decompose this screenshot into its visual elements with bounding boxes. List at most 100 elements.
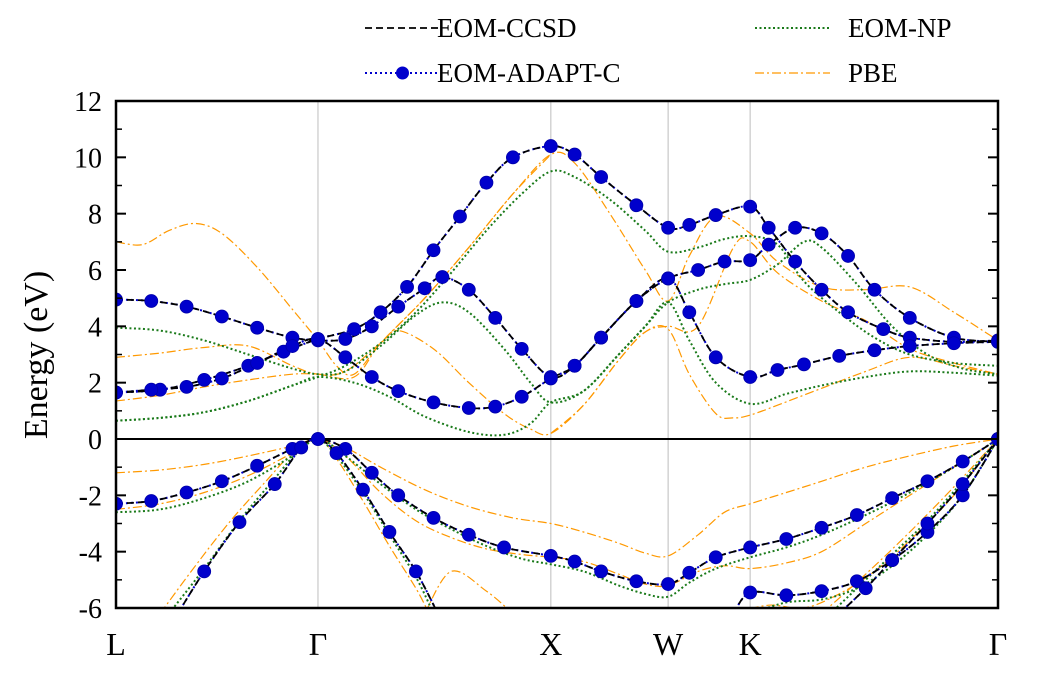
series-eom-ccsd-band-2 bbox=[116, 277, 998, 410]
eom-adapt-c-point bbox=[373, 305, 388, 320]
eom-adapt-c-point bbox=[885, 491, 900, 506]
eom-adapt-c-point bbox=[338, 332, 353, 346]
y-tick-label: 8 bbox=[88, 200, 102, 231]
eom-adapt-c-point bbox=[267, 477, 282, 491]
eom-adapt-c-point bbox=[920, 474, 935, 489]
y-axis-ticks: 12 10 8 6 4 2 0 -2 -4 -6 bbox=[74, 87, 998, 625]
eom-adapt-c-point bbox=[991, 334, 998, 349]
eom-adapt-c-point bbox=[116, 496, 123, 511]
y-tick-label: -6 bbox=[79, 594, 102, 625]
eom-adapt-c-point bbox=[543, 548, 558, 563]
eom-adapt-c-point bbox=[285, 339, 300, 353]
eom-adapt-c-point bbox=[594, 564, 608, 579]
eom-adapt-c-point bbox=[453, 209, 467, 224]
eom-adapt-c-point bbox=[214, 474, 229, 489]
eom-adapt-c-point bbox=[426, 395, 441, 410]
y-tick-label: -4 bbox=[79, 538, 102, 569]
eom-adapt-c-point bbox=[717, 254, 732, 269]
eom-adapt-c-point bbox=[770, 363, 785, 377]
y-tick-label: -2 bbox=[79, 481, 102, 512]
eom-adapt-c-point bbox=[506, 150, 520, 165]
legend-label: PBE bbox=[848, 58, 898, 88]
eom-adapt-c-point bbox=[814, 584, 829, 598]
eom-adapt-c-point bbox=[364, 465, 379, 480]
eom-adapt-c-point bbox=[682, 565, 697, 580]
eom-adapt-c-point bbox=[232, 515, 247, 529]
eom-adapt-c-point bbox=[567, 147, 582, 162]
legend-label: EOM-ADAPT-C bbox=[437, 58, 621, 88]
eom-adapt-c-point bbox=[814, 520, 829, 535]
eom-adapt-c-point bbox=[743, 540, 758, 555]
x-tick-label: Γ bbox=[989, 626, 1008, 662]
eom-adapt-c-point bbox=[400, 279, 414, 294]
y-tick-label: 12 bbox=[74, 87, 102, 118]
y-tick-label: 4 bbox=[88, 312, 102, 343]
eom-adapt-c-point bbox=[338, 350, 353, 365]
x-tick-label: X bbox=[539, 626, 562, 662]
eom-adapt-c-point bbox=[364, 370, 379, 384]
eom-adapt-c-point bbox=[514, 341, 529, 356]
eom-adapt-c-point bbox=[788, 220, 803, 235]
legend-label: EOM-NP bbox=[848, 13, 952, 43]
eom-adapt-c-point bbox=[567, 358, 582, 373]
plot-area: 12 10 8 6 4 2 0 -2 -4 -6 L Γ X W K Γ bbox=[74, 87, 1007, 662]
eom-adapt-c-point bbox=[497, 540, 511, 555]
series-eom-adapt-c-band-2 bbox=[116, 277, 998, 410]
eom-adapt-c-point bbox=[902, 310, 917, 325]
eom-adapt-c-point bbox=[116, 292, 123, 307]
series-pbe-band-3 bbox=[550, 324, 998, 434]
series-eom-ccsd-band-4 bbox=[180, 437, 437, 608]
series-eom-np-band-4 bbox=[172, 437, 433, 608]
eom-adapt-c-point bbox=[814, 282, 829, 297]
series-eom-np-band-5 bbox=[763, 438, 998, 608]
eom-adapt-c-point bbox=[435, 270, 450, 284]
eom-adapt-c-point bbox=[779, 588, 794, 603]
eom-adapt-c-point bbox=[955, 477, 970, 491]
legend-label: EOM-CCSD bbox=[437, 13, 577, 43]
eom-adapt-c-point bbox=[661, 271, 676, 286]
eom-adapt-c-point bbox=[250, 458, 265, 473]
eom-adapt-c-point bbox=[144, 382, 159, 397]
eom-adapt-c-point bbox=[947, 336, 961, 351]
eom-adapt-c-point bbox=[144, 294, 159, 308]
x-tick-label: L bbox=[106, 626, 126, 662]
eom-adapt-c-point bbox=[743, 585, 758, 600]
high-symmetry-guides bbox=[317, 101, 751, 608]
eom-adapt-c-point bbox=[849, 508, 864, 522]
x-tick-label: Γ bbox=[309, 626, 328, 662]
eom-adapt-c-point bbox=[197, 372, 212, 387]
eom-adapt-c-point bbox=[311, 432, 325, 446]
eom-adapt-c-point bbox=[426, 243, 441, 258]
eom-adapt-c-point bbox=[594, 170, 608, 184]
eom-adapt-c-point bbox=[144, 494, 159, 508]
eom-adapt-c-point bbox=[311, 332, 325, 346]
series-pbe-band-4 bbox=[116, 438, 998, 558]
eom-adapt-c-point bbox=[682, 218, 697, 232]
eom-adapt-c-point bbox=[885, 553, 900, 568]
eom-adapt-c-point bbox=[841, 305, 855, 320]
eom-adapt-c-point bbox=[214, 309, 229, 324]
eom-adapt-c-point bbox=[594, 330, 608, 345]
eom-adapt-c-point bbox=[214, 371, 229, 386]
series-eom-np-band-0 bbox=[116, 169, 998, 422]
legend: EOM-CCSD EOM-ADAPT-C EOM-NP PBE bbox=[365, 13, 952, 88]
eom-adapt-c-point bbox=[347, 322, 362, 337]
eom-adapt-c-point bbox=[479, 175, 494, 190]
eom-adapt-c-point bbox=[250, 356, 265, 370]
series-pbe-band-8 bbox=[751, 438, 998, 608]
legend-marker bbox=[396, 66, 409, 80]
eom-adapt-c-point bbox=[250, 320, 265, 335]
eom-adapt-c-point bbox=[629, 198, 644, 213]
eom-adapt-c-point bbox=[708, 208, 723, 222]
eom-adapt-c-point bbox=[841, 249, 855, 263]
eom-adapt-c-point bbox=[661, 220, 676, 235]
series-eom-np-band-2 bbox=[116, 301, 998, 437]
series-pbe-band-1 bbox=[116, 237, 998, 436]
eom-adapt-c-point bbox=[294, 440, 309, 455]
eom-adapt-c-point bbox=[461, 282, 476, 297]
eom-adapt-c-point bbox=[488, 399, 503, 414]
eom-adapt-c-point bbox=[179, 485, 194, 500]
eom-adapt-c-point bbox=[543, 139, 558, 153]
series-layer bbox=[116, 139, 998, 608]
x-tick-label: K bbox=[739, 626, 762, 662]
